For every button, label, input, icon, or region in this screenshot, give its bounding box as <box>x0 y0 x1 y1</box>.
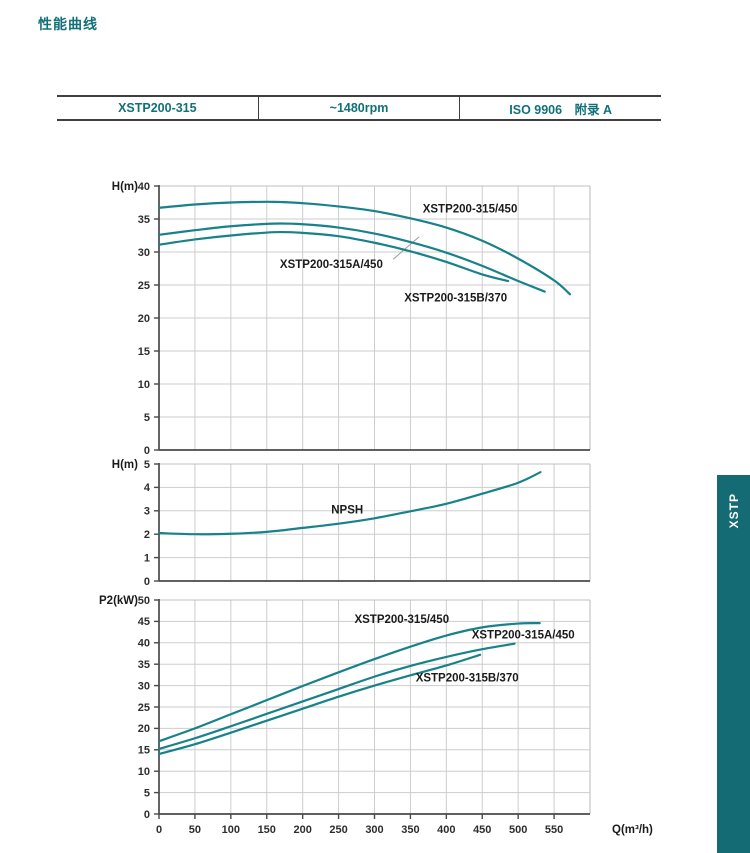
side-tab-label: XSTP <box>726 493 741 529</box>
curve-XSTP200-315B-370 <box>157 230 510 283</box>
curve-XSTP200-315A-450 <box>157 222 546 293</box>
power-chart-ytick-label: 10 <box>138 766 150 778</box>
head-curve-chart-ytick-label: 0 <box>144 445 150 457</box>
head-curve-chart-ytick-label: 40 <box>138 181 150 193</box>
xtick-label: 400 <box>437 824 455 836</box>
curve-XSTP200-315B-370 <box>157 653 482 756</box>
spec-model: XSTP200-315 <box>118 101 197 115</box>
page-title: 性能曲线 <box>38 16 98 32</box>
power-chart-ytick-label: 35 <box>138 659 150 671</box>
npsh-chart-ytick-label: 1 <box>144 552 150 564</box>
power-chart-ytick-label: 50 <box>138 595 150 607</box>
npsh-chart-ytick-label: 3 <box>144 506 150 518</box>
head-curve-chart-ytick-label: 15 <box>138 346 150 358</box>
xtick-label: 250 <box>329 824 347 836</box>
spec-speed: ~1480rpm <box>257 97 460 119</box>
xtick-label: 50 <box>189 824 201 836</box>
power-chart-ytick-label: 45 <box>138 616 150 628</box>
npsh-chart-ytick-label: 0 <box>144 576 150 588</box>
head-curve-chart-curve-label: XSTP200-315B/370 <box>404 293 507 305</box>
head-curve-chart-ytick-label: 35 <box>138 214 150 226</box>
power-chart-curve-label: XSTP200-315/450 <box>354 614 449 626</box>
head-curve-chart-y-unit-label: H(m) <box>112 181 138 193</box>
power-chart-curve-label: XSTP200-315B/370 <box>416 672 519 684</box>
head-curve-chart-label-leader-line <box>392 236 420 260</box>
curve-XSTP200-315-450 <box>157 200 571 296</box>
xtick-label: 100 <box>222 824 240 836</box>
xtick-label: 550 <box>545 824 563 836</box>
npsh-chart-ytick-label: 4 <box>144 482 151 494</box>
xtick-label: 150 <box>258 824 276 836</box>
spec-standard: ISO 9906 附录 A <box>459 97 661 119</box>
power-chart-ytick-label: 5 <box>144 787 150 799</box>
power-chart-ytick-label: 30 <box>138 680 150 692</box>
head-curve-chart-ytick-label: 10 <box>138 379 150 391</box>
power-chart-ytick-label: 20 <box>138 723 150 735</box>
head-curve-chart-ytick-label: 20 <box>138 313 150 325</box>
curve-XSTP200-315A-450 <box>157 642 516 751</box>
xtick-label: 450 <box>473 824 491 836</box>
xtick-label: 200 <box>293 824 311 836</box>
head-curve-chart-ytick-label: 30 <box>138 247 150 259</box>
xtick-label: 0 <box>156 824 162 836</box>
head-curve-chart-ytick-label: 25 <box>138 280 150 292</box>
xtick-label: 300 <box>365 824 383 836</box>
power-chart-ytick-label: 40 <box>138 638 150 650</box>
power-chart-ytick-label: 25 <box>138 702 150 714</box>
npsh-chart-ytick-label: 2 <box>144 529 150 541</box>
power-chart-ytick-label: 15 <box>138 745 150 757</box>
npsh-chart-y-unit-label: H(m) <box>112 459 138 471</box>
head-curve-chart-curve-label: XSTP200-315/450 <box>423 203 518 215</box>
power-chart-ytick-label: 0 <box>144 809 150 821</box>
power-chart-curve-label: XSTP200-315A/450 <box>472 630 575 642</box>
head-curve-chart-curve-label: XSTP200-315A/450 <box>280 259 383 271</box>
xtick-label: 500 <box>509 824 527 836</box>
head-curve-chart-ytick-label: 5 <box>144 412 150 424</box>
curve-NPSH <box>157 471 542 536</box>
curve-XSTP200-315-450 <box>157 621 541 743</box>
npsh-chart-curve-label: NPSH <box>331 505 363 517</box>
npsh-chart-ytick-label: 5 <box>144 459 150 471</box>
side-tab-xstp: XSTP <box>717 475 750 853</box>
spec-header-table: XSTP200-315 ~1480rpm ISO 9906 附录 A <box>57 95 661 121</box>
power-chart-y-unit-label: P2(kW) <box>99 595 138 607</box>
xtick-label: 350 <box>401 824 419 836</box>
x-unit-label: Q(m³/h) <box>612 824 653 836</box>
